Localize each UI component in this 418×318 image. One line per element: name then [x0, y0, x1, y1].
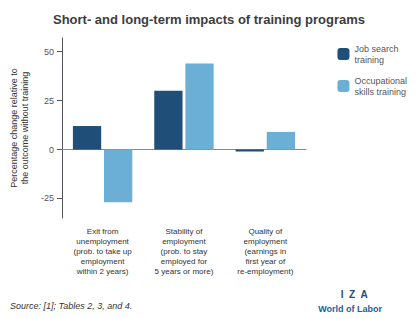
svg-text:employment: employment: [81, 257, 125, 266]
svg-text:first year of: first year of: [246, 257, 286, 266]
svg-text:re-employment): re-employment): [237, 267, 293, 276]
svg-text:25: 25: [44, 96, 54, 106]
svg-text:Job search: Job search: [354, 44, 398, 54]
svg-text:I Z A: I Z A: [341, 289, 368, 300]
svg-text:(prob. to take up: (prob. to take up: [73, 247, 132, 256]
svg-text:Quality of: Quality of: [248, 227, 283, 236]
svg-text:skills training: skills training: [354, 87, 406, 97]
svg-text:employment: employment: [162, 237, 206, 246]
svg-text:World of Labor: World of Labor: [318, 304, 382, 314]
svg-text:Source: [1]; Tables 2, 3, and: Source: [1]; Tables 2, 3, and 4.: [10, 301, 132, 311]
svg-text:within 2 years): within 2 years): [76, 267, 129, 276]
svg-text:-25: -25: [41, 193, 54, 203]
svg-text:5 years or more): 5 years or more): [155, 267, 214, 276]
svg-text:unemployment: unemployment: [76, 237, 129, 246]
svg-text:the outcome without training: the outcome without training: [20, 72, 30, 185]
svg-text:0: 0: [49, 145, 54, 155]
svg-text:training: training: [354, 55, 384, 65]
svg-text:Exit from: Exit from: [87, 227, 119, 236]
svg-text:Short- and long-term impacts o: Short- and long-term impacts of training…: [53, 12, 365, 27]
svg-text:Percentage change relative to: Percentage change relative to: [9, 68, 19, 188]
svg-text:employment: employment: [244, 237, 288, 246]
svg-text:Occupational: Occupational: [354, 76, 407, 86]
svg-text:Stability of: Stability of: [166, 227, 204, 236]
svg-text:(prob. to stay: (prob. to stay: [161, 247, 208, 256]
svg-text:50: 50: [44, 47, 54, 57]
svg-text:employed for: employed for: [161, 257, 208, 266]
svg-text:(earnings in: (earnings in: [244, 247, 286, 256]
